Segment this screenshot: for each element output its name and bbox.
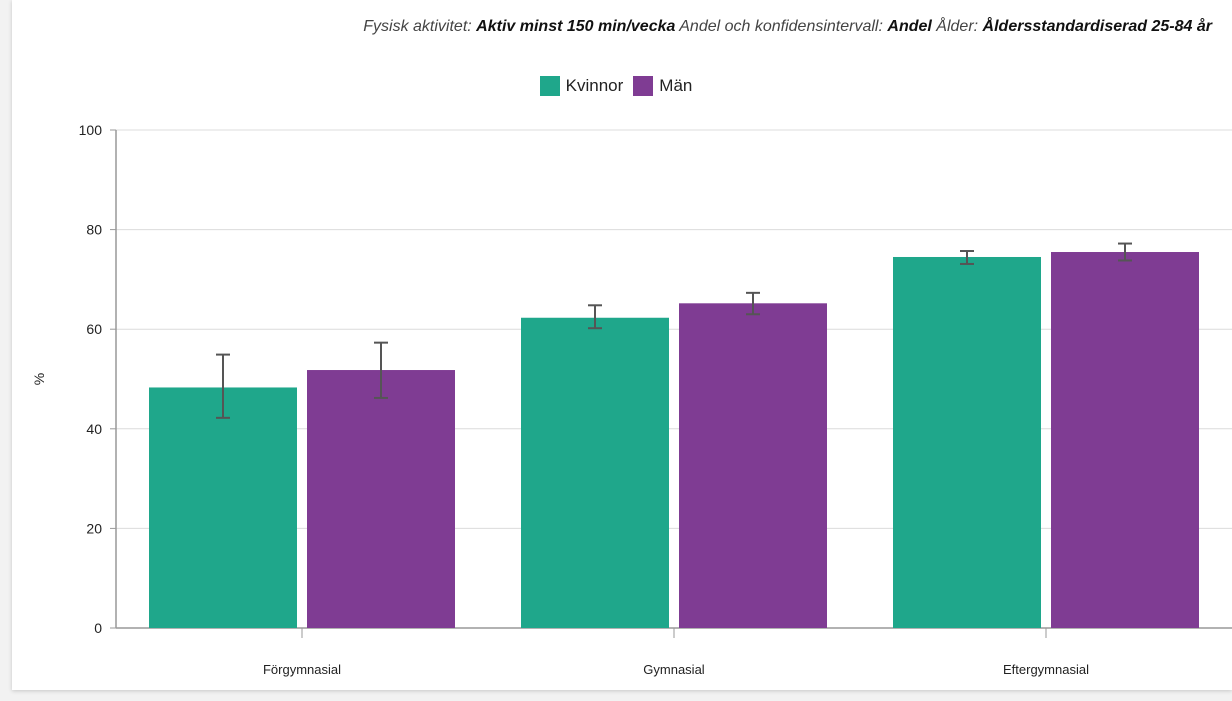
bar-kvinnor-1 [521, 317, 669, 628]
x-category-label: Eftergymnasial [1003, 662, 1089, 677]
filter-value: Åldersstandardiserad 25-84 år [982, 18, 1212, 35]
filter-value: Andel [887, 18, 932, 35]
bar-män-2 [1051, 252, 1199, 628]
bar-kvinnor-2 [893, 256, 1041, 628]
filter-summary: Fysisk aktivitet: Aktiv minst 150 min/ve… [0, 18, 1212, 36]
legend-item-man[interactable]: Män [633, 76, 692, 96]
legend-label: Män [659, 76, 693, 95]
y-tick-label: 20 [86, 520, 102, 536]
legend-swatch [539, 76, 560, 96]
filter-label: Ålder: [936, 18, 979, 35]
filter-label: Andel och konfidensintervall: [679, 18, 883, 35]
bar-kvinnor-0 [149, 387, 297, 628]
y-tick-label: 100 [79, 122, 103, 138]
filter-label: Fysisk aktivitet: [363, 18, 472, 35]
y-tick-label: 40 [86, 421, 102, 437]
y-axis-label: % [31, 373, 47, 385]
bar-män-0 [307, 370, 455, 628]
legend-swatch [633, 76, 654, 96]
y-tick-label: 80 [86, 222, 102, 238]
bar-män-1 [679, 303, 827, 628]
x-category-label: Gymnasial [643, 662, 705, 677]
chart-legend: Kvinnor Män [0, 76, 1232, 96]
x-category-label: Förgymnasial [263, 662, 341, 677]
y-tick-label: 60 [86, 321, 102, 337]
filter-value: Aktiv minst 150 min/vecka [476, 18, 676, 35]
legend-label: Kvinnor [565, 76, 624, 95]
y-tick-label: 0 [94, 620, 102, 636]
legend-item-kvinnor[interactable]: Kvinnor [539, 76, 624, 96]
